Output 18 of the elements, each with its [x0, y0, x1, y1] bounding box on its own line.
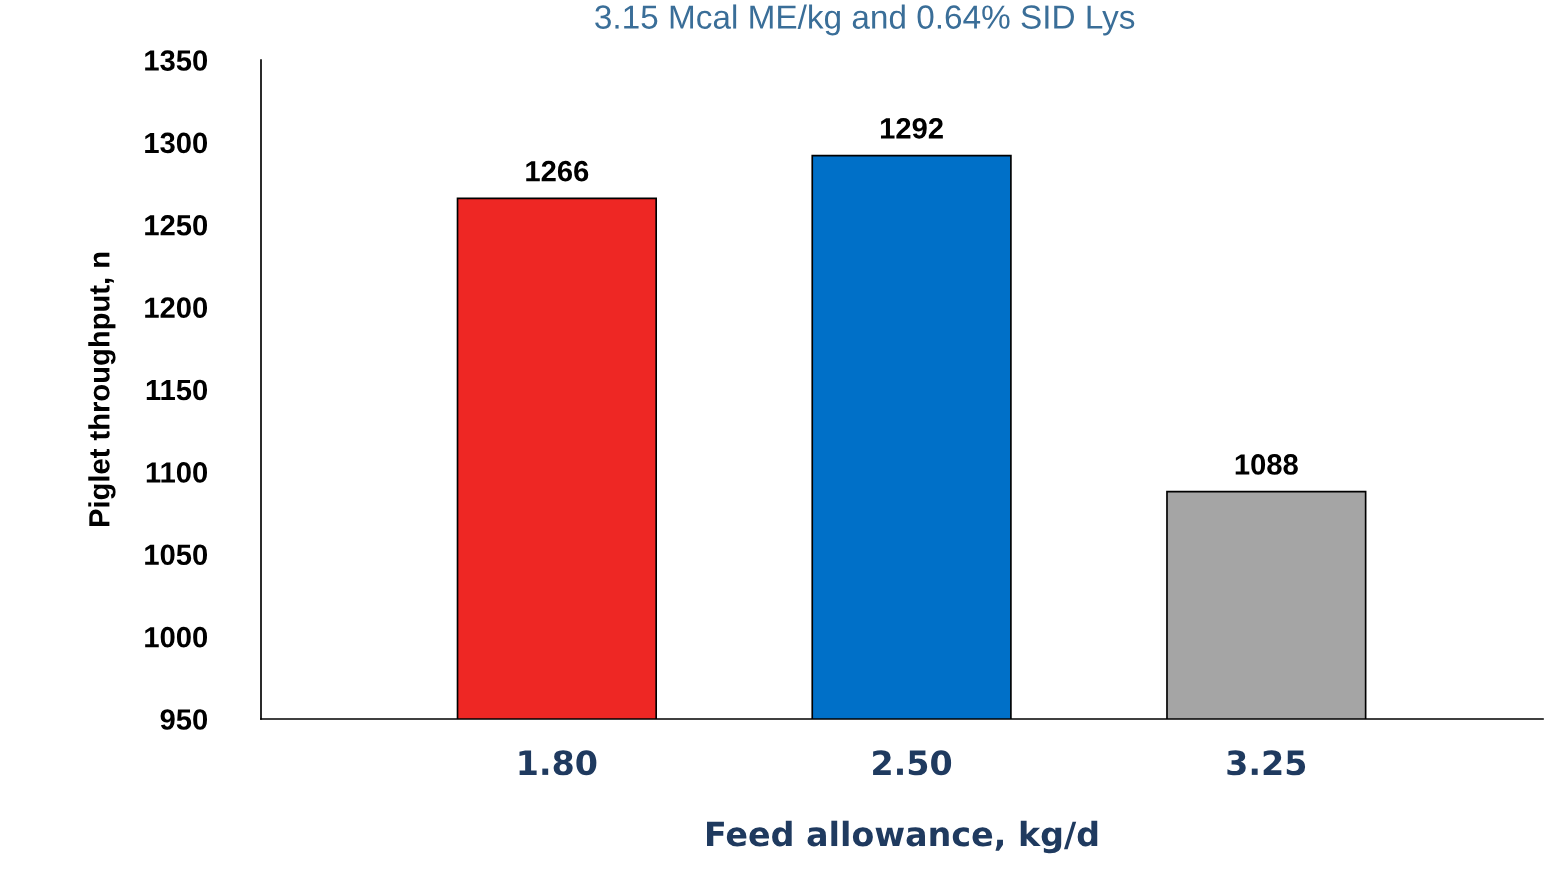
y-tick-label: 1100 [146, 462, 208, 483]
chart-title: 3.15 Mcal ME/kg and 0.64% SID Lys [595, 4, 1135, 36]
x-axis-title: Feed allowance, kg/d [707, 820, 1098, 854]
y-tick-label: 1300 [145, 132, 208, 154]
x-tick-label: 2.50 [873, 750, 952, 776]
x-tick-label: 1.80 [519, 750, 597, 776]
data-label: 1266 [526, 160, 589, 182]
x-tick-label: 3.25 [1227, 750, 1306, 776]
y-tick-label: 1250 [145, 214, 208, 236]
y-tick-label: 950 [160, 709, 208, 730]
y-tick-label: 1350 [145, 50, 208, 71]
y-tick-label: 1000 [145, 626, 208, 648]
y-axis-title: Piglet throughput, n [88, 252, 116, 527]
y-tick-label: 1150 [146, 379, 208, 401]
data-label: 1292 [880, 118, 943, 139]
y-tick-label: 1200 [145, 297, 208, 318]
y-tick-label: 1050 [145, 544, 208, 566]
data-label: 1088 [1235, 454, 1298, 475]
